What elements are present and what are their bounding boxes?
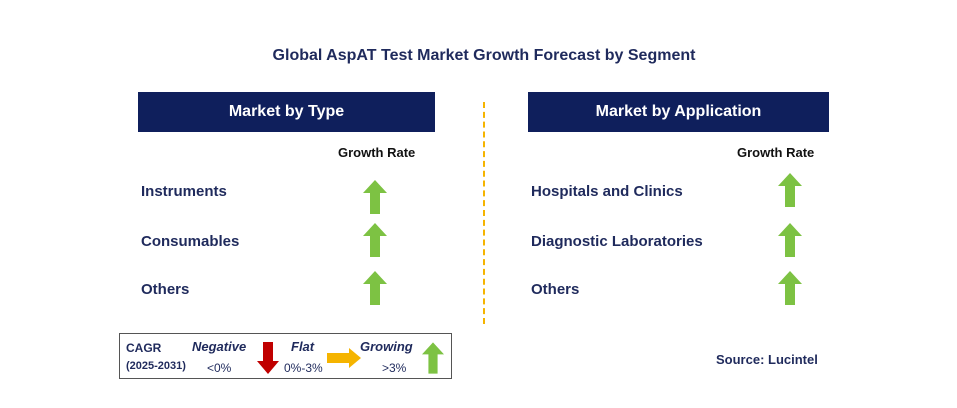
growing-arrow-icon — [363, 223, 387, 257]
segment-label-diagnostic-laboratories: Diagnostic Laboratories — [531, 233, 703, 250]
legend-cagr-label: CAGR — [126, 341, 162, 355]
segment-label-instruments: Instruments — [141, 183, 227, 200]
panel-divider — [483, 102, 485, 324]
growing-arrow-icon — [363, 180, 387, 214]
market-by-application-header: Market by Application — [528, 92, 829, 132]
legend-negative-range: <0% — [207, 361, 232, 375]
growing-arrow-icon — [778, 271, 802, 305]
segment-label-hospitals-and-clinics: Hospitals and Clinics — [531, 183, 683, 200]
legend-growing-label: Growing — [360, 339, 413, 354]
legend-period-label: (2025-2031) — [126, 360, 186, 372]
page-title: Global AspAT Test Market Growth Forecast… — [272, 47, 696, 64]
segment-label-others-type: Others — [141, 281, 190, 298]
segment-label-others-application: Others — [531, 281, 580, 298]
cagr-legend: CAGR (2025-2031) Negative <0% Flat 0%-3%… — [119, 333, 452, 379]
growing-arrow-icon — [778, 173, 802, 207]
legend-growing-range: >3% — [382, 361, 407, 375]
growing-arrow-icon — [363, 271, 387, 305]
source-note: Source: Lucintel — [716, 352, 818, 367]
right-growth-rate-label: Growth Rate — [737, 145, 815, 160]
flat-arrow-icon — [327, 348, 361, 368]
growing-arrow-icon — [422, 342, 444, 374]
market-by-type-header: Market by Type — [138, 92, 435, 132]
left-growth-rate-label: Growth Rate — [338, 145, 416, 160]
legend-flat-range: 0%-3% — [284, 361, 323, 375]
legend-flat-label: Flat — [291, 339, 315, 354]
legend-negative-label: Negative — [192, 339, 247, 354]
segment-label-consumables: Consumables — [141, 233, 240, 250]
growing-arrow-icon — [778, 223, 802, 257]
negative-arrow-icon — [257, 342, 279, 374]
